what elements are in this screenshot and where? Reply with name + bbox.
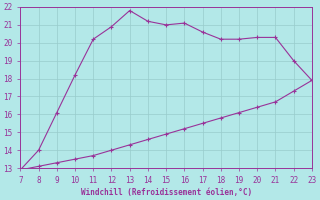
X-axis label: Windchill (Refroidissement éolien,°C): Windchill (Refroidissement éolien,°C) [81,188,252,197]
